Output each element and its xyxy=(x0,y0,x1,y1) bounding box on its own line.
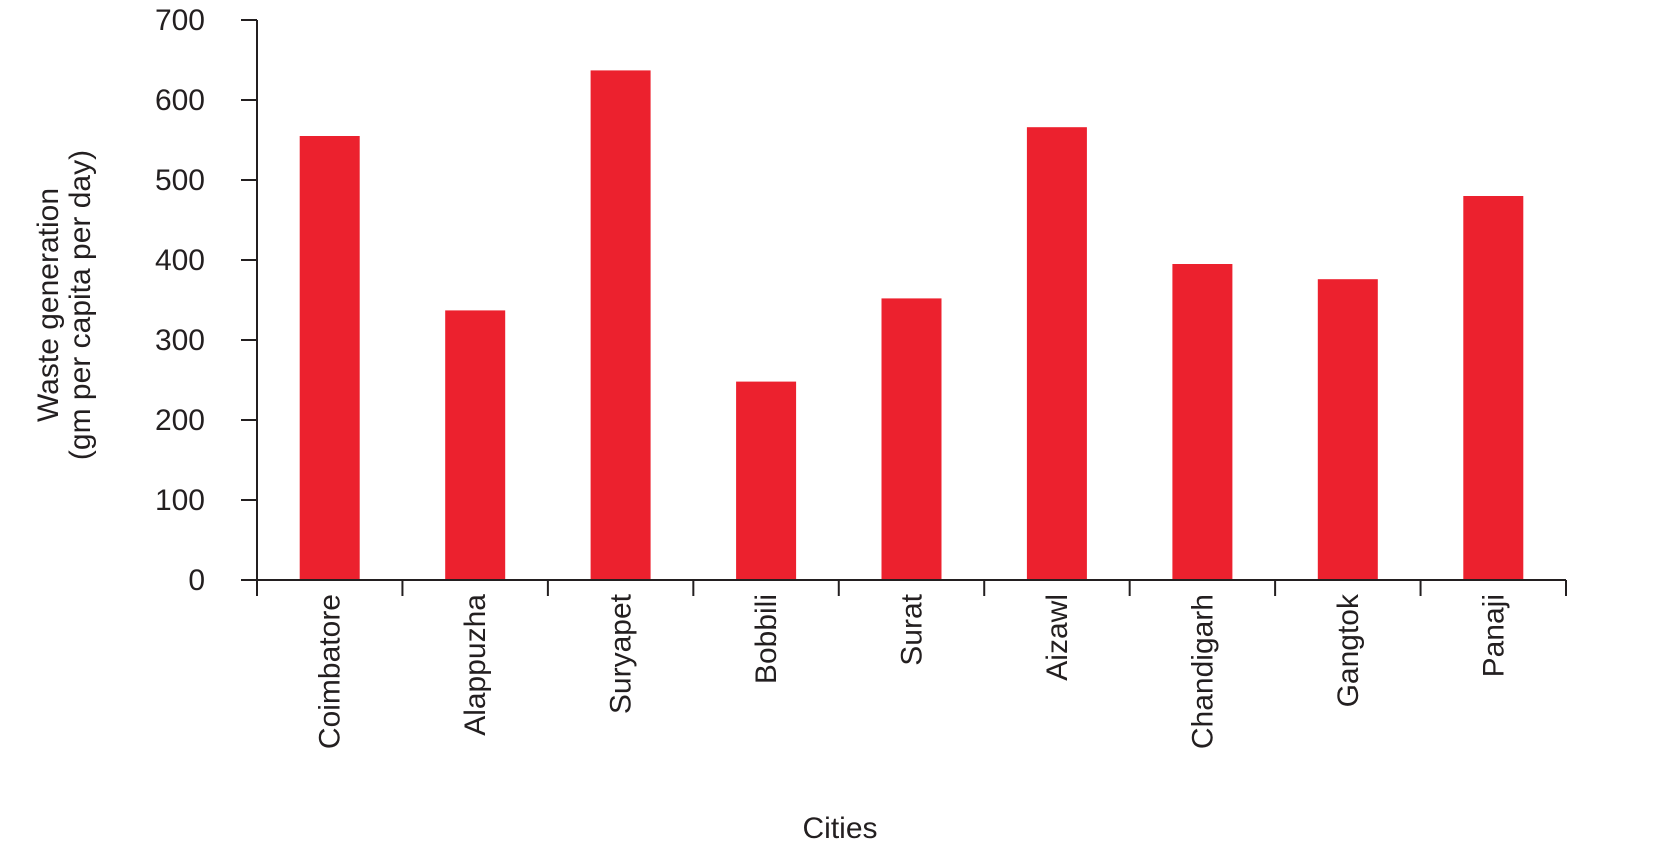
y-ticks-group: 0 100 200 300 400 500 600 700 xyxy=(155,4,257,597)
y-axis-title-line-2: (gm per capita per day) xyxy=(64,150,97,460)
y-axis-title-line-1: Waste generation xyxy=(32,188,65,422)
bar-surat xyxy=(881,298,942,580)
x-tick-label: Bobbili xyxy=(750,594,783,684)
y-tick-label: 0 xyxy=(188,564,205,597)
y-tick-label: 200 xyxy=(155,404,205,437)
bar-gangtok xyxy=(1317,279,1378,580)
y-tick-label: 700 xyxy=(155,4,205,37)
x-axis-title: Cities xyxy=(802,812,877,844)
y-tick-label: 300 xyxy=(155,324,205,357)
x-tick-label: Surat xyxy=(896,593,929,665)
bar-panaji xyxy=(1463,196,1524,580)
bar-aizawl xyxy=(1026,127,1087,580)
y-axis-title: Waste generation (gm per capita per day) xyxy=(32,150,97,460)
axes-group xyxy=(256,20,1566,581)
y-tick-label: 600 xyxy=(155,84,205,117)
bar-chandigarh xyxy=(1172,264,1233,580)
x-ticks-group: Coimbatore Alappuzha Suryapet Bobbili Surat A… xyxy=(256,580,1567,749)
x-tick-label: Alappuzha xyxy=(459,594,492,736)
bar-alappuzha xyxy=(445,310,506,580)
bar-suryapet xyxy=(590,70,651,581)
y-tick-label: 400 xyxy=(155,244,205,277)
bar-coimbatore xyxy=(299,136,360,580)
x-tick-label: Aizawl xyxy=(1041,594,1074,681)
x-tick-label: Panaji xyxy=(1477,594,1510,677)
x-tick-label: Gangtok xyxy=(1332,593,1365,707)
x-tick-label: Chandigarh xyxy=(1186,594,1219,749)
bars-group xyxy=(299,70,1524,581)
x-tick-label: Coimbatore xyxy=(314,594,347,749)
x-tick-label: Suryapet xyxy=(605,593,638,714)
y-tick-label: 100 xyxy=(155,484,205,517)
y-tick-label: 500 xyxy=(155,164,205,197)
bar-bobbili xyxy=(736,381,797,580)
